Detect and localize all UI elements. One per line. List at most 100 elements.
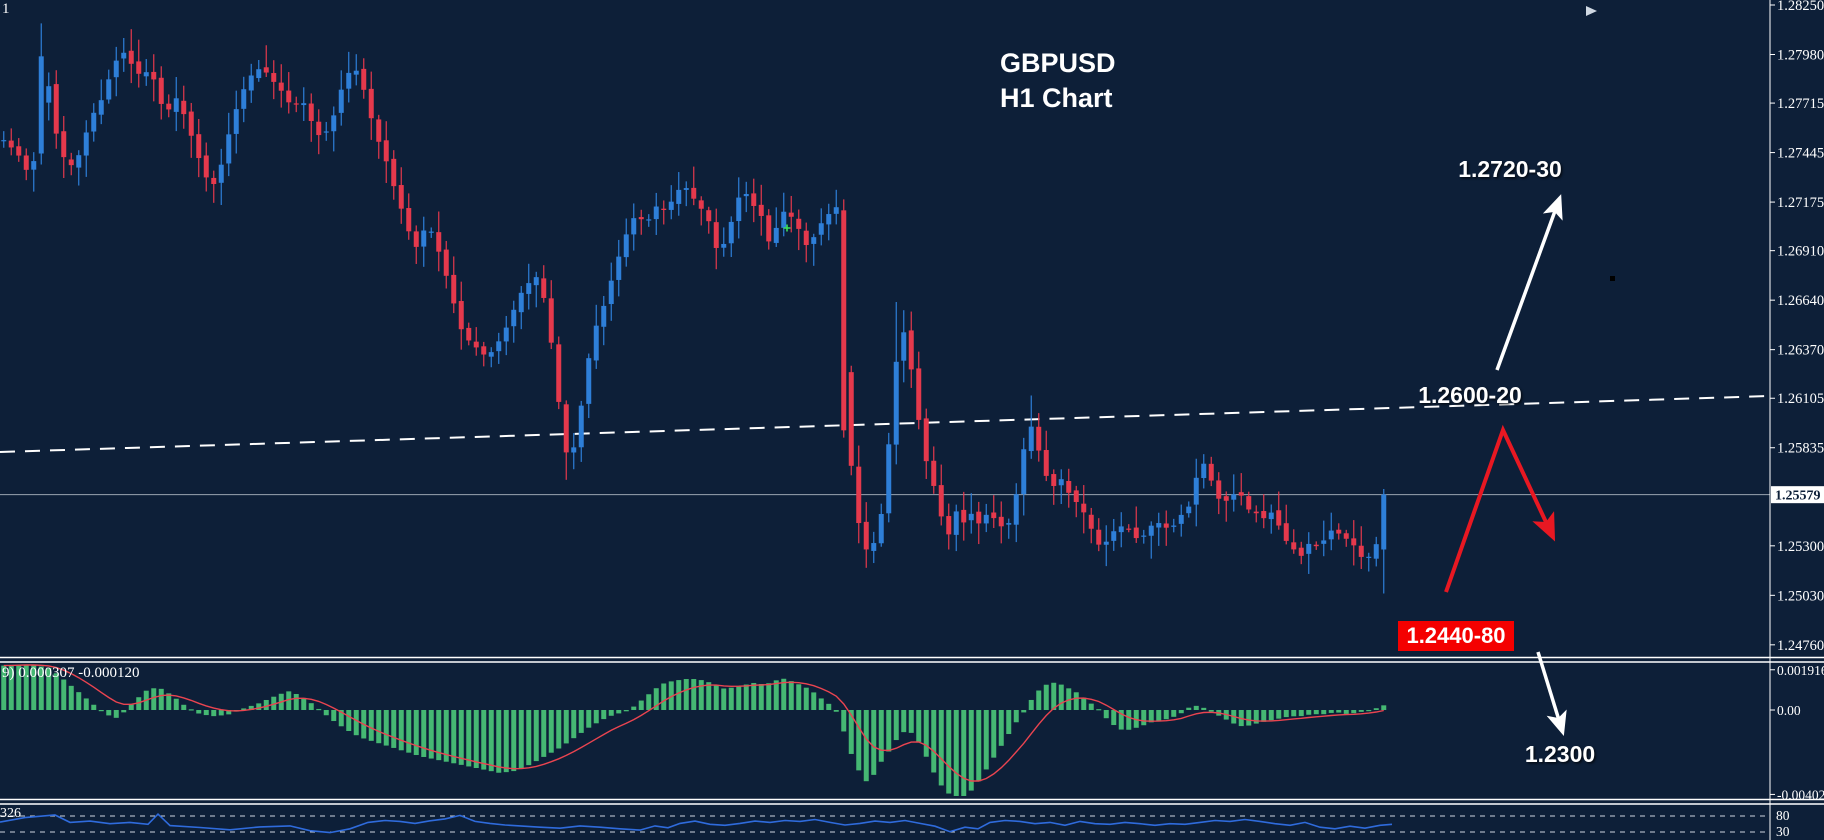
price-axis[interactable]: 1.28250 1.27980 1.27715 1.27445 1.27175 1.269… — [1769, 0, 1824, 840]
arrow-up-white[interactable] — [1495, 194, 1563, 371]
candle-body — [128, 50, 134, 64]
candle-body — [1036, 426, 1042, 451]
candle-body — [226, 134, 232, 164]
candle-body — [76, 155, 82, 168]
macd-histogram-bar — [556, 710, 562, 749]
chart-title-period: H1 Chart — [1000, 83, 1113, 113]
candle-body — [976, 511, 982, 524]
macd-histogram-bar — [1163, 710, 1169, 720]
candle-body — [1058, 479, 1064, 486]
candle-body — [938, 485, 944, 517]
candle-body — [601, 305, 607, 327]
candle-body — [383, 140, 389, 162]
candle-body — [368, 88, 374, 119]
macd-histogram-bar — [886, 710, 892, 752]
candle-body — [1171, 525, 1177, 527]
macd-histogram-bar — [481, 710, 487, 770]
macd-histogram-bar — [113, 710, 119, 718]
macd-values-label: 9) 0.000307 -0.000120 — [2, 665, 140, 681]
candle-body — [1, 140, 7, 142]
chart-shift-icon[interactable] — [1586, 6, 1597, 16]
macd-histogram-bar — [23, 665, 29, 710]
chart-title-symbol: GBPUSD — [1000, 48, 1116, 78]
candle-body — [856, 466, 862, 524]
candle-body — [803, 230, 809, 246]
candle-body — [1313, 544, 1319, 547]
macd-histogram-bar — [638, 700, 644, 710]
candle-body — [8, 140, 14, 148]
candle-body — [818, 223, 824, 235]
macd-histogram-bar — [961, 710, 967, 796]
macd-histogram-bar — [406, 710, 412, 753]
candle-body — [458, 301, 464, 330]
candle-body — [1276, 510, 1282, 526]
annotation-target-level: 1.2300 — [1524, 741, 1596, 767]
candle-body — [1231, 494, 1237, 500]
chart-title: GBPUSD H1 Chart — [1000, 46, 1116, 116]
candle-body — [1381, 494, 1387, 550]
candle-body — [151, 71, 157, 80]
macd-histogram-bar — [181, 704, 187, 710]
candle-body — [136, 61, 142, 74]
macd-histogram-bar — [931, 710, 937, 773]
macd-histogram-bar — [1268, 710, 1274, 721]
candle-body — [496, 341, 502, 352]
macd-histogram-bar — [646, 694, 652, 710]
axis-price-label: 1.25030 — [1777, 588, 1824, 604]
macd-histogram-bar — [856, 710, 862, 771]
macd-pane[interactable]: 0.001916 0.00 -0.00402 — [1, 663, 1824, 803]
candle-body — [661, 208, 667, 211]
macd-histogram-bar — [1343, 710, 1349, 714]
axis-price-label: 1.26370 — [1777, 343, 1824, 359]
macd-signal-line — [3, 664, 1384, 782]
macd-histogram-bar — [368, 710, 374, 741]
macd-histogram-bar — [383, 710, 389, 746]
candle-body — [541, 278, 547, 298]
oscillator-line — [0, 812, 1393, 834]
macd-histogram-bar — [1201, 707, 1207, 710]
annotation-arrows — [1444, 194, 1567, 737]
candle-body — [398, 185, 404, 209]
candle-body — [901, 332, 907, 361]
price-pane[interactable] — [0, 6, 1771, 594]
macd-histogram-bar — [571, 710, 577, 739]
candle-body — [488, 352, 494, 357]
macd-histogram-bar — [1253, 710, 1259, 724]
candle-body — [1088, 514, 1094, 529]
candle-body — [1186, 506, 1192, 514]
macd-histogram-bar — [803, 687, 809, 710]
macd-histogram-bar — [938, 710, 944, 786]
candle-body — [83, 132, 89, 156]
axis-price-label: 1.26640 — [1777, 293, 1824, 309]
macd-histogram-bar — [631, 706, 637, 710]
macd-histogram-bar — [1133, 710, 1139, 728]
macd-histogram-bar — [166, 693, 172, 710]
candle-body — [586, 358, 592, 404]
macd-histogram-bar — [466, 710, 472, 767]
axis-price-label: 1.26105 — [1777, 391, 1824, 407]
trendline-dashed[interactable] — [0, 395, 1771, 453]
macd-histogram-bar — [841, 710, 847, 732]
candle-body — [1081, 503, 1087, 513]
arrow-rejection-red[interactable] — [1444, 424, 1556, 593]
candle-body — [1283, 523, 1289, 541]
macd-histogram-bar — [301, 697, 307, 710]
macd-axis-label: -0.00402 — [1777, 787, 1824, 802]
candle-body — [323, 131, 329, 133]
axis-price-label: 1.25300 — [1777, 539, 1824, 555]
macd-axis-label: 0.001916 — [1777, 663, 1824, 678]
macd-histogram-bar — [46, 667, 52, 710]
macd-histogram-bar — [991, 710, 997, 758]
macd-histogram-bar — [653, 688, 659, 710]
macd-histogram-bar — [106, 710, 112, 716]
macd-histogram-bar — [1058, 684, 1064, 710]
candle-body — [721, 243, 727, 248]
arrow-down-white[interactable] — [1536, 651, 1567, 737]
macd-histogram-bar — [98, 710, 104, 712]
candle-body — [1358, 545, 1364, 557]
macd-histogram-bar — [346, 710, 352, 731]
macd-histogram-bar — [601, 710, 607, 720]
